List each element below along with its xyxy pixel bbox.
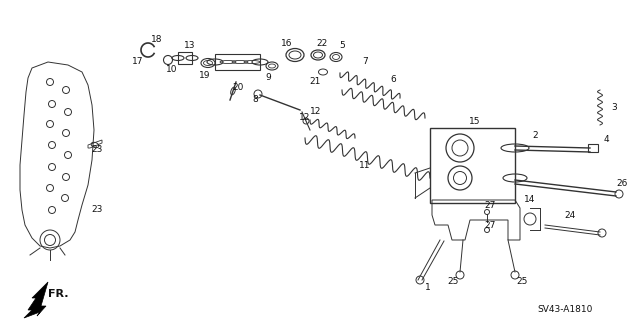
- Text: 3: 3: [611, 103, 617, 113]
- Text: 27: 27: [484, 221, 496, 231]
- Text: 6: 6: [390, 76, 396, 85]
- Text: 18: 18: [151, 35, 163, 44]
- Text: 25: 25: [516, 277, 528, 286]
- Text: 19: 19: [199, 70, 211, 79]
- Text: 13: 13: [184, 41, 196, 49]
- Bar: [215, 54, 260, 70]
- Text: 23: 23: [92, 205, 102, 214]
- Text: 27: 27: [484, 201, 496, 210]
- Text: FR.: FR.: [48, 289, 68, 299]
- Text: 24: 24: [564, 211, 575, 219]
- Text: 5: 5: [339, 41, 345, 50]
- Text: 14: 14: [524, 196, 536, 204]
- Text: 11: 11: [359, 160, 371, 169]
- Text: 9: 9: [265, 73, 271, 83]
- Text: 20: 20: [232, 84, 244, 93]
- Text: 16: 16: [281, 39, 292, 48]
- Text: 12: 12: [300, 114, 310, 122]
- Text: 10: 10: [166, 65, 178, 75]
- Text: 22: 22: [316, 39, 328, 48]
- Text: 17: 17: [132, 57, 144, 66]
- Bar: [178, 52, 192, 64]
- Text: 2: 2: [532, 130, 538, 139]
- Text: 25: 25: [447, 277, 459, 286]
- Text: 1: 1: [425, 284, 431, 293]
- Text: 23: 23: [92, 145, 102, 154]
- Text: 7: 7: [362, 57, 368, 66]
- Text: 8: 8: [252, 95, 258, 105]
- Text: 21: 21: [309, 78, 321, 86]
- Bar: [588, 144, 598, 152]
- Text: 4: 4: [603, 136, 609, 145]
- Polygon shape: [24, 282, 48, 318]
- Bar: [430, 128, 515, 203]
- Text: SV43-A1810: SV43-A1810: [538, 306, 593, 315]
- Text: 12: 12: [310, 108, 322, 116]
- Text: 15: 15: [469, 117, 481, 127]
- Text: 26: 26: [616, 179, 628, 188]
